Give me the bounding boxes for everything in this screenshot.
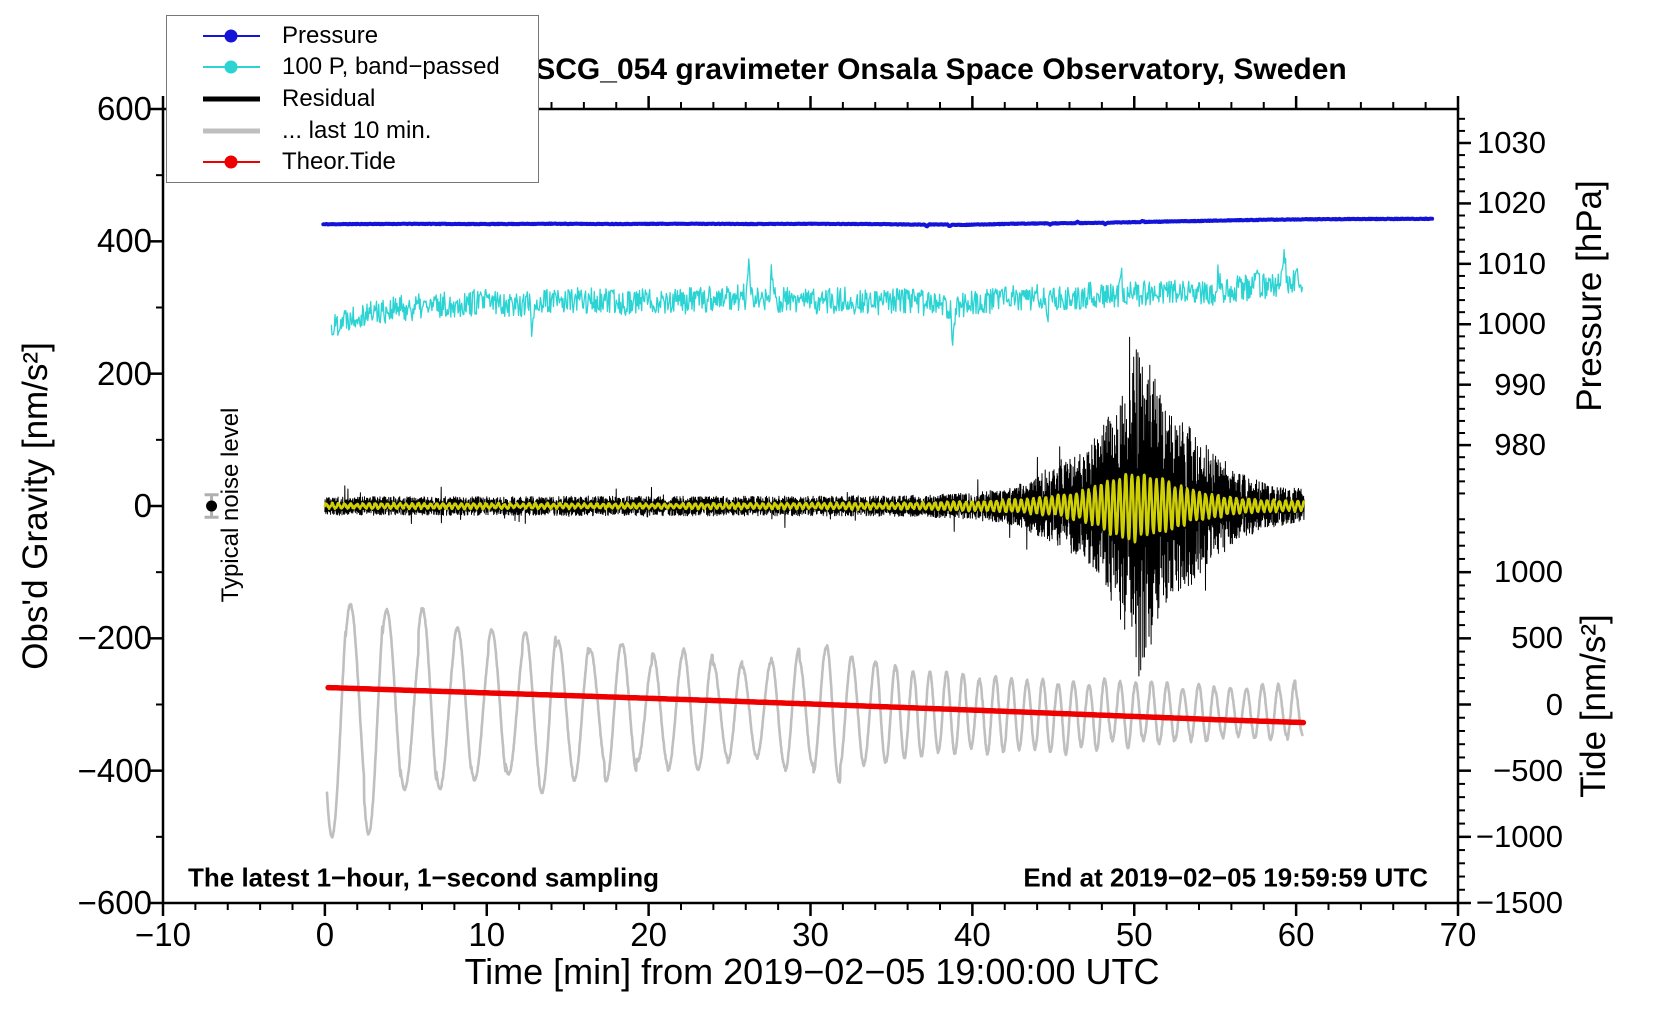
gravity-tick-label: −400 [77,751,152,789]
x-tick-label: 40 [954,916,991,953]
legend-item: Theor.Tide [203,147,538,177]
legend-item: ... last 10 min. [203,116,538,146]
series-band_passed_pressure [330,248,1304,346]
series-line-band_passed_pressure [330,248,1304,346]
pressure-tick-label: 990 [1494,366,1546,402]
series-residual [324,336,1305,677]
legend-item-label: Theor.Tide [282,148,396,176]
series-line-residual_last10 [325,602,1304,839]
typical-noise-marker [204,493,219,519]
x-tick-label: 60 [1277,916,1315,953]
legend-swatch-icon [203,96,260,102]
x-tick-label: 0 [315,916,335,953]
legend-item: Residual [203,84,538,114]
pressure-tick-label: 1030 [1477,125,1546,160]
chart-title: SCG_054 gravimeter Onsala Space Observat… [535,53,1347,86]
plot-frame [161,107,1460,905]
x-tick-label: 70 [1439,916,1477,953]
legend-box: Pressure 100 P, band−passed Residual ... la… [166,15,539,183]
legend-item: Pressure [203,21,538,51]
x-tick-label: 20 [630,916,667,953]
tide-tick-label: −1500 [1475,885,1563,920]
x-tick-label: 30 [792,916,829,953]
legend-item: 100 P, band−passed [203,52,538,82]
gravity-tick-label: 200 [96,354,152,392]
pressure-tick-label: 1020 [1477,185,1546,221]
pressure-tick-label: 1000 [1477,306,1546,342]
tide-tick-label: 1000 [1494,554,1563,590]
pressure-axis-title: Pressure [hPa] [1570,180,1609,412]
sampling-note: The latest 1−hour, 1−second sampling [188,862,660,893]
gravity-tick-label: −200 [77,619,152,657]
x-axis-title: Time [min] from 2019−02−05 19:00:00 UTC [464,951,1160,992]
gravity-tick-label: 0 [133,487,152,524]
typical-noise-level-label: Typical noise level [217,407,244,603]
legend-swatch-icon [203,128,260,134]
legend-item-label: Pressure [282,21,379,49]
legend-item-label: 100 P, band−passed [282,53,500,81]
noise-dot [206,500,218,512]
gravity-tick-label: 400 [96,222,152,260]
end-time-note: End at 2019−02−05 19:59:59 UTC [1023,862,1428,893]
gravity-tick-label: −600 [77,884,152,921]
legend-swatch-icon [203,60,260,74]
tide-tick-label: −500 [1493,752,1563,788]
tide-tick-label: −1000 [1475,818,1563,854]
tide-tick-label: 0 [1545,686,1563,722]
pressure-tick-label: 1010 [1477,245,1546,281]
series-line-lowpass_residual [323,472,1306,544]
gravity-tick-label: 600 [96,90,152,127]
series-pressure [321,216,1435,229]
plot-frame-rect [161,107,1460,905]
series-theor_tide [325,684,1307,726]
series-line-residual [324,336,1305,677]
legend-item-label: ... last 10 min. [282,116,432,144]
tide-axis-title: Tide [nm/s²] [1574,614,1613,798]
series-line-theor_tide [325,684,1307,726]
legend-item-label: Residual [282,84,376,112]
legend-swatch-icon [203,155,260,169]
x-tick-label: −10 [135,916,191,953]
pressure-tick-label: 980 [1494,427,1546,463]
tide-tick-label: 500 [1511,620,1563,656]
series-line-pressure [321,216,1435,229]
x-tick-label: 10 [468,916,506,953]
series-residual_last10 [325,602,1304,839]
x-tick-label: 50 [1115,916,1153,953]
series-lowpass_residual [323,472,1306,544]
legend-swatch-icon [203,29,260,43]
